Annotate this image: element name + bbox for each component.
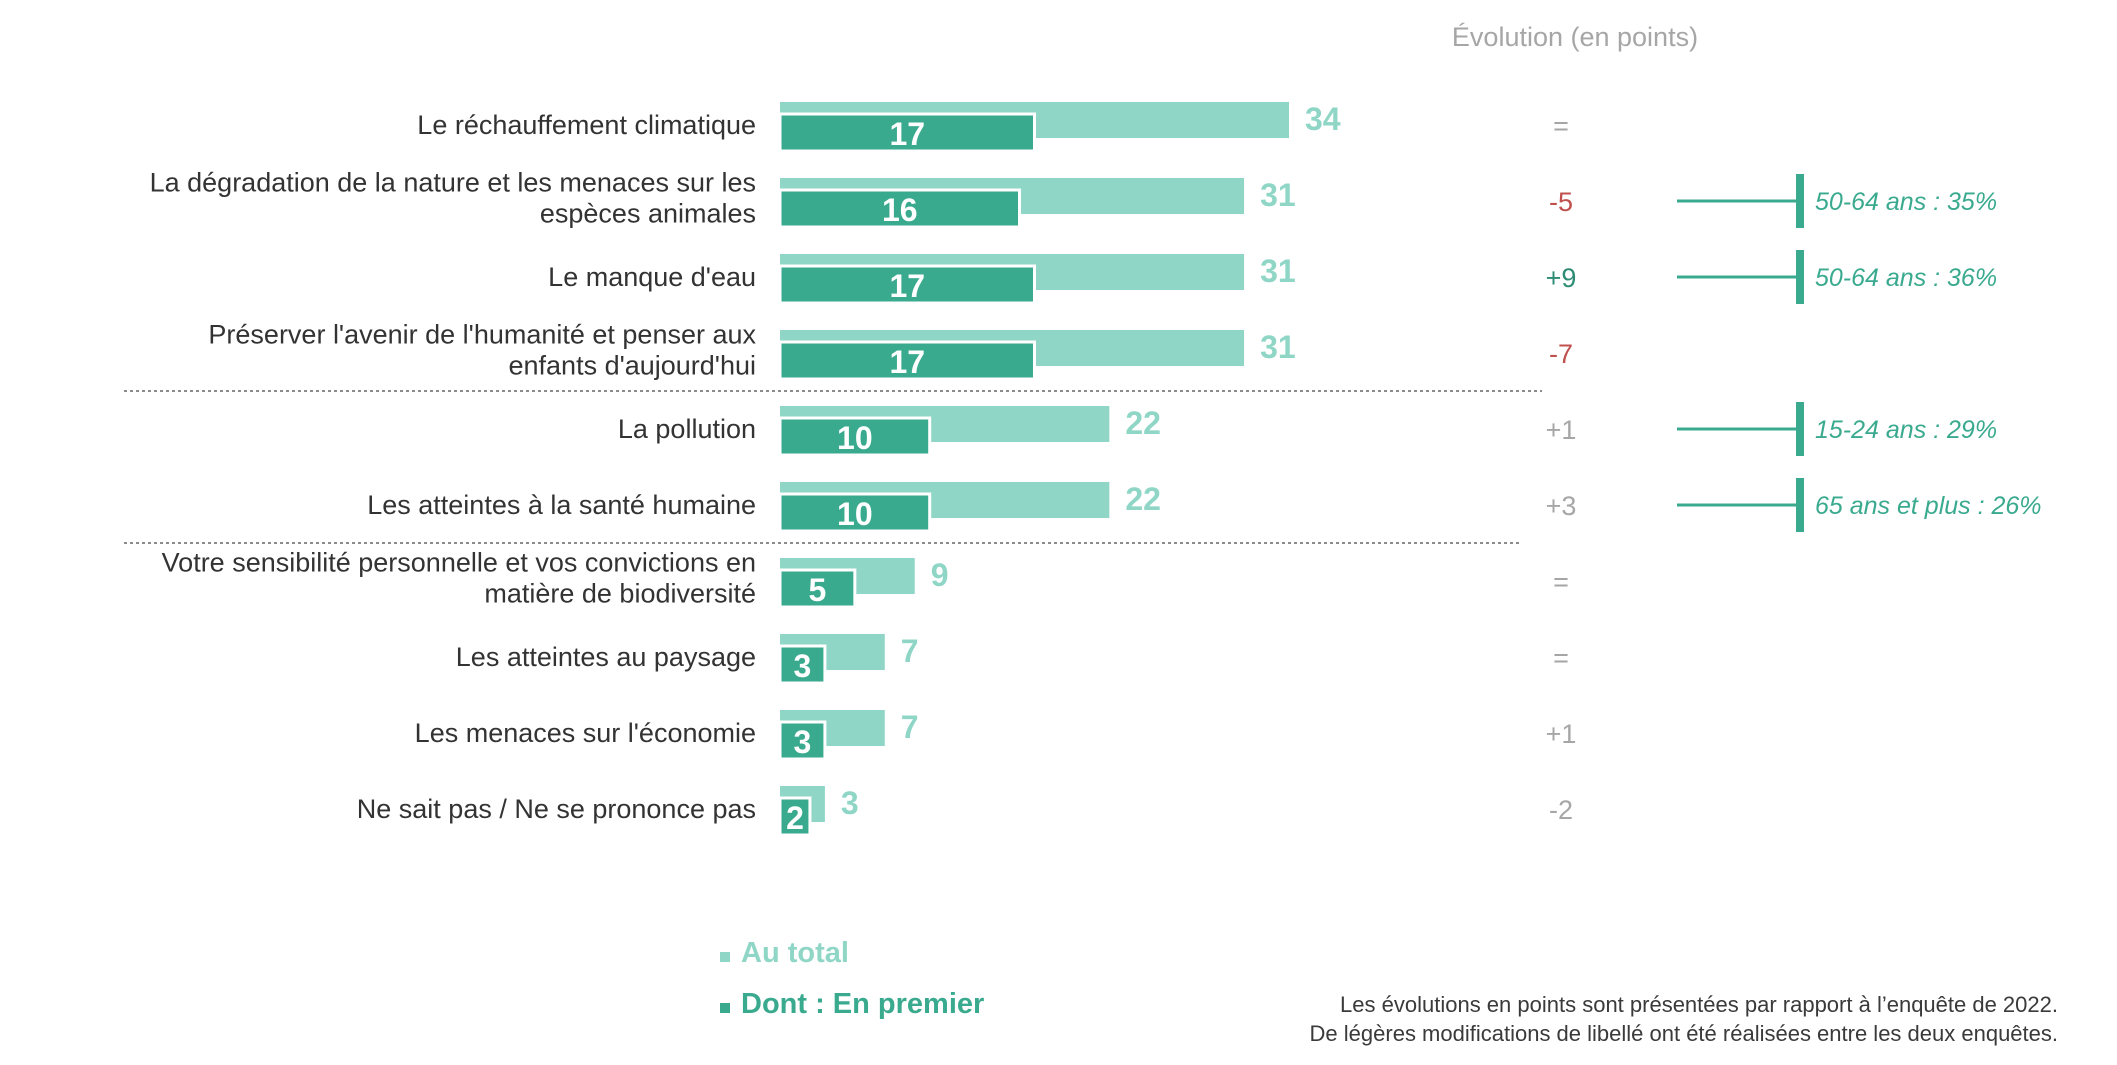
highlight-label: 15-24 ans : 29% [1815, 416, 1997, 444]
category-label: Le réchauffement climatique [417, 110, 756, 140]
category-label: Les atteintes à la santé humaine [367, 490, 756, 520]
data-label-first: 17 [889, 344, 925, 380]
data-label-total: 31 [1260, 177, 1296, 213]
data-label-total: 22 [1125, 405, 1161, 441]
bar-first [778, 720, 827, 761]
category-label: Les atteintes au paysage [456, 642, 756, 672]
category-label: matière de biodiversité [484, 579, 756, 609]
highlight-label: 50-64 ans : 36% [1815, 264, 1997, 292]
evolution-value: = [1553, 567, 1569, 597]
evolution-value: +3 [1546, 491, 1577, 521]
evolution-value: -5 [1549, 187, 1573, 217]
category-label: Le manque d'eau [548, 262, 756, 292]
legend-swatch [720, 1003, 730, 1013]
data-label-total: 31 [1260, 253, 1296, 289]
data-label-total: 34 [1305, 101, 1341, 137]
evolution-value: = [1553, 111, 1569, 141]
data-label-first: 3 [794, 648, 812, 684]
category-label: Les menaces sur l'économie [415, 718, 756, 748]
data-label-first: 16 [882, 192, 918, 228]
data-label-total: 9 [931, 557, 949, 593]
data-label-first: 3 [794, 724, 812, 760]
legend-label: Au total [741, 937, 849, 969]
category-label: Ne sait pas / Ne se prononce pas [357, 794, 756, 824]
evolution-value: +1 [1546, 719, 1577, 749]
bar-first [778, 416, 932, 457]
legend-swatch [720, 952, 730, 962]
data-label-total: 22 [1125, 481, 1161, 517]
evolution-value: -7 [1549, 339, 1573, 369]
category-label: La dégradation de la nature et les menac… [150, 168, 756, 198]
data-label-first: 17 [889, 268, 925, 304]
evolution-value: +9 [1546, 263, 1577, 293]
data-label-total: 3 [841, 785, 859, 821]
highlight-marker [1796, 402, 1804, 456]
highlight-marker [1796, 174, 1804, 228]
data-label-first: 10 [837, 420, 873, 456]
bar-first [778, 492, 932, 533]
evolution-value: +1 [1546, 415, 1577, 445]
highlight-label: 50-64 ans : 35% [1815, 188, 1997, 216]
category-label: enfants d'aujourd'hui [509, 351, 757, 381]
category-label: espèces animales [540, 199, 756, 229]
category-label: La pollution [618, 414, 756, 444]
bar-first [778, 340, 1036, 381]
bar-first [778, 112, 1036, 153]
data-label-first: 10 [837, 496, 873, 532]
highlight-marker [1796, 478, 1804, 532]
data-label-first: 17 [889, 116, 925, 152]
data-label-total: 7 [901, 709, 919, 745]
footnote-line-2: De légères modifications de libellé ont … [1309, 1021, 2058, 1046]
evolution-header: Évolution (en points) [1451, 22, 1699, 52]
footnote: Les évolutions en points sont présentées… [1310, 990, 2058, 1048]
bar-first [778, 568, 857, 609]
bar-first [778, 796, 812, 837]
bar-first [778, 264, 1036, 305]
highlight-label: 65 ans et plus : 26% [1815, 492, 2042, 520]
evolution-value: -2 [1549, 795, 1573, 825]
highlight-marker [1796, 250, 1804, 304]
bar-first [778, 644, 827, 685]
data-label-total: 7 [901, 633, 919, 669]
legend-label: Dont : En premier [741, 988, 984, 1020]
data-label-total: 31 [1260, 329, 1296, 365]
bar-first [778, 188, 1022, 229]
category-label: Préserver l'avenir de l'humanité et pens… [208, 320, 756, 350]
footnote-line-1: Les évolutions en points sont présentées… [1340, 992, 2058, 1017]
data-label-first: 5 [809, 572, 827, 608]
data-label-first: 2 [786, 800, 804, 836]
evolution-value: = [1553, 643, 1569, 673]
category-label: Votre sensibilité personnelle et vos con… [162, 548, 756, 578]
